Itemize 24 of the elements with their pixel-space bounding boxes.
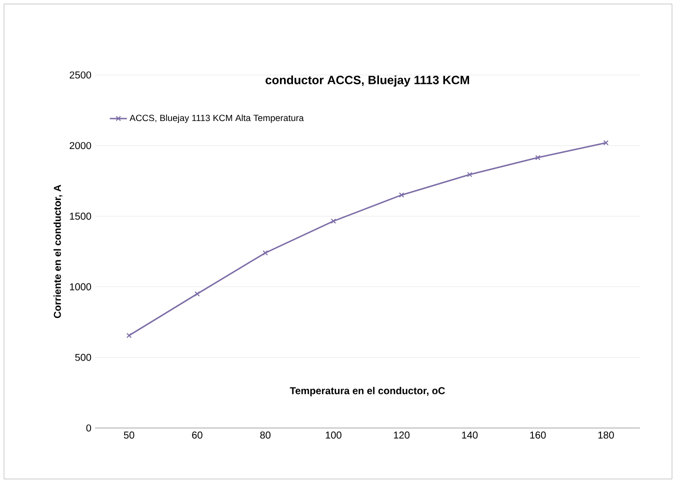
y-tick-label: 0 [86,424,92,432]
point [535,154,540,160]
point [262,250,268,256]
x-tick-label: 60 [192,432,202,439]
x-tick-label: 180 [598,432,614,439]
x-axis-title: Temperatura en el conductor, oC [290,386,445,396]
point [330,218,336,224]
y-tick-label: 500 [75,354,92,361]
point [398,192,404,198]
x-tick-label: 100 [326,432,342,439]
x-tick-label: 120 [394,432,410,439]
x-tick-label: 50 [124,432,134,439]
y-tick-label: 1500 [70,212,92,220]
x-tick-label: 160 [530,432,546,439]
x-tick-label: 140 [462,432,478,439]
chart-title: conductor ACCS, Bluejay 1113 KCM [266,75,470,87]
legend-label: ACCS, Bluejay 1113 KCM Alta Temperatura [130,114,304,123]
point [467,172,472,178]
point [194,291,200,296]
y-tick-label: 2000 [70,142,92,150]
y-tick-label: 2500 [70,71,92,79]
y-axis-title: Corriente en el conductor, A [54,184,62,318]
x-tick-label: 80 [260,432,270,439]
y-tick-label: 1000 [70,283,92,290]
